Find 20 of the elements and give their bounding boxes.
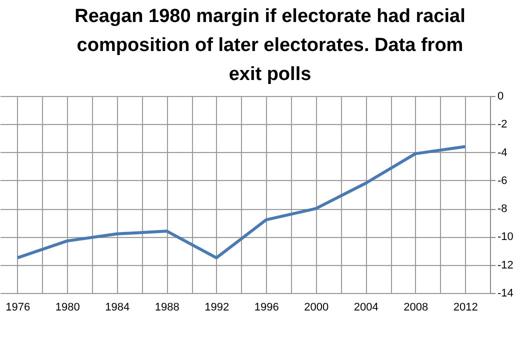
y-tick-label: -4 [498,146,508,159]
x-tick-label: 1984 [105,302,130,314]
y-tick-label: -6 [498,174,508,187]
x-tick-label: 1980 [55,302,80,314]
y-tick-label: -10 [498,231,514,244]
x-tick-label: 2012 [453,302,478,314]
y-tick-label: -2 [498,118,508,131]
x-tick-label: 1996 [254,302,279,314]
x-tick-label: 1992 [204,302,230,314]
y-tick-label: -12 [498,259,514,272]
x-tick-label: 2008 [404,302,428,314]
x-tick-label: 1976 [6,302,30,314]
y-tick-label: -14 [498,288,514,300]
x-tick-label: 1988 [154,302,180,314]
y-tick-label: -8 [498,203,508,216]
x-tick-label: 2000 [304,302,329,314]
y-tick-label: 0 [498,90,504,102]
x-tick-label: 2004 [354,302,378,314]
chart-title: Reagan 1980 margin if electorate had racial composition of later electorates. Data from exit polls [74,5,466,87]
line-series [16,145,467,260]
